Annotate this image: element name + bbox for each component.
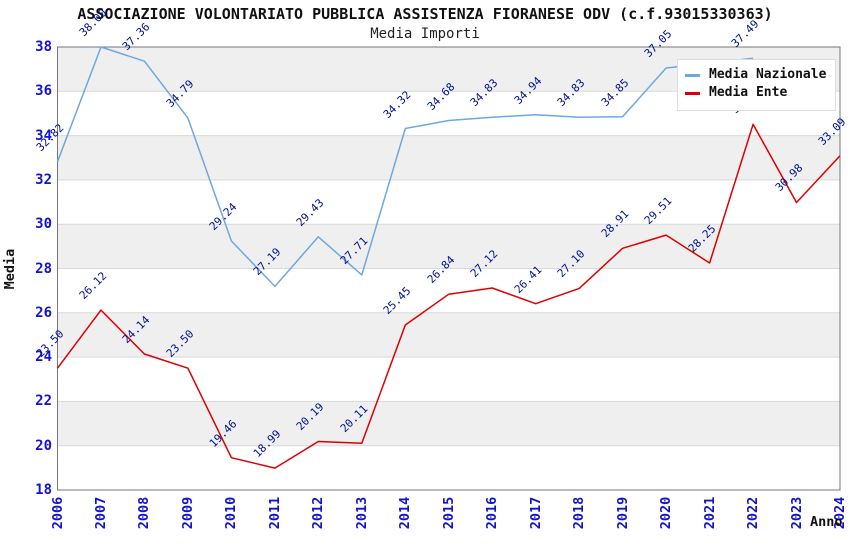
y-axis-title: Media [2, 248, 18, 290]
media-nazionale-line-swatch [685, 73, 700, 77]
x-tick-label: 2013 [353, 496, 370, 530]
legend-label-media-ente: Media Ente [709, 85, 788, 100]
x-tick-label: 2018 [571, 496, 588, 530]
y-tick-label: 20 [35, 437, 52, 454]
plot-band [57, 312, 840, 358]
x-axis-title: Anno [810, 514, 843, 530]
x-tick-label: 2008 [136, 496, 153, 530]
x-tick-label: 2022 [745, 496, 762, 530]
series-line-media-nazionale [56, 46, 754, 288]
y-tick-label: 26 [35, 304, 52, 321]
y-tick-label: 28 [35, 260, 52, 277]
series-line-media-ente [56, 123, 841, 469]
legend-item-media-ente: Media Ente [685, 85, 826, 101]
x-tick-label: 2021 [701, 496, 718, 530]
y-tick-label: 24 [35, 349, 52, 366]
x-tick-label: 2015 [440, 496, 457, 530]
y-tick-label: 34 [35, 127, 52, 144]
legend-item-media-nazionale: Media Nazionale [685, 67, 826, 83]
x-tick-label: 2019 [614, 496, 631, 530]
y-tick-label: 18 [35, 482, 52, 498]
legend-label-media-nazionale: Media Nazionale [709, 67, 827, 82]
x-tick-label: 2023 [788, 496, 805, 530]
plot-band [57, 135, 840, 180]
x-tick-label: 2016 [484, 496, 501, 530]
x-tick-label: 2011 [266, 496, 283, 530]
x-tick-label: 2009 [179, 496, 196, 530]
plot-border [57, 46, 841, 491]
y-tick-label: 36 [35, 83, 52, 100]
y-tick-label: 30 [35, 216, 52, 233]
legend: Media Nazionale Media Ente [677, 59, 837, 111]
x-tick-label: 2007 [92, 496, 109, 530]
x-tick-label: 2010 [223, 496, 240, 530]
x-tick-label: 2020 [658, 496, 675, 530]
plot-band [57, 401, 840, 446]
y-tick-label: 38 [35, 39, 52, 55]
x-tick-label: 2012 [310, 496, 327, 530]
x-tick-label: 2006 [49, 496, 66, 530]
y-tick-label: 22 [35, 393, 52, 410]
chart-title: ASSOCIAZIONE VOLONTARIATO PUBBLICA ASSIS… [77, 5, 773, 23]
media-ente-line-swatch [685, 91, 700, 95]
x-tick-label: 2017 [527, 496, 544, 530]
chart-subtitle: Media Importi [370, 26, 480, 42]
y-tick-label: 32 [35, 171, 52, 188]
x-tick-label: 2014 [397, 496, 414, 530]
